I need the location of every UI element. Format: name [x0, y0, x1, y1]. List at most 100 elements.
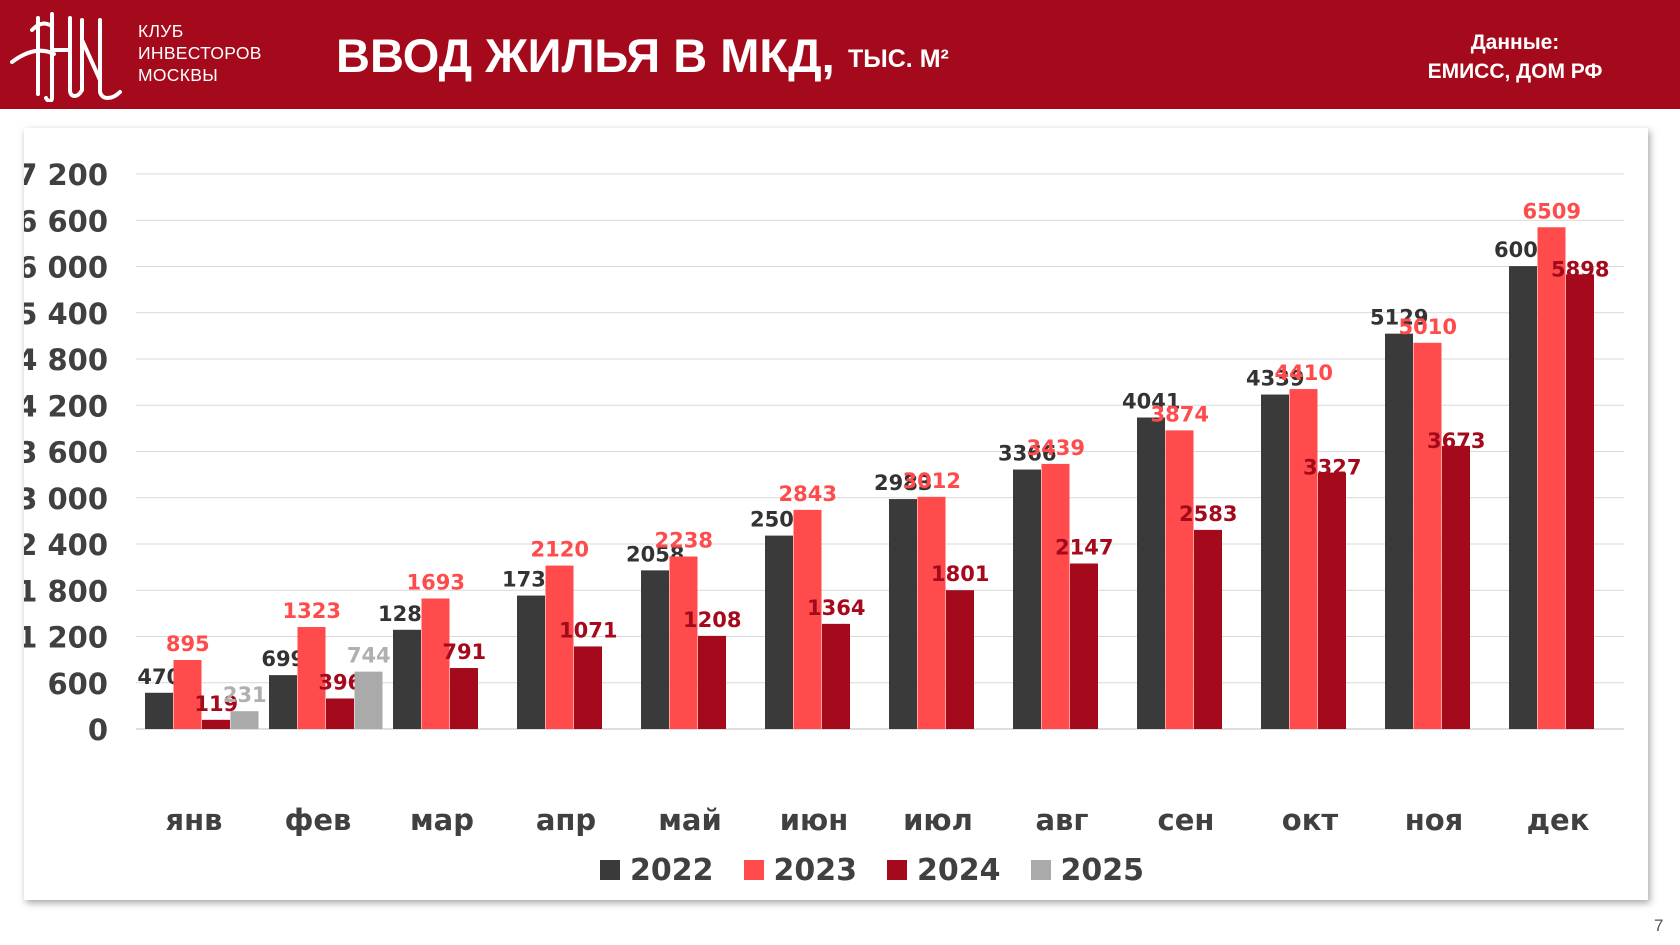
page-number: 7 — [1654, 916, 1664, 935]
bar — [1041, 463, 1070, 729]
club-name-line: МОСКВЫ — [138, 65, 218, 85]
bar — [230, 711, 259, 729]
data-label: 2147 — [1055, 536, 1113, 560]
data-label: 3366 — [998, 442, 1056, 466]
y-tick-label: 1 800 — [24, 574, 108, 608]
club-logo-icon — [10, 12, 122, 102]
legend-swatch — [887, 860, 907, 880]
data-label: 2238 — [655, 528, 713, 552]
bar — [545, 565, 574, 729]
data-label: 3012 — [903, 469, 961, 493]
bar — [669, 556, 698, 729]
bar — [1194, 529, 1222, 729]
y-tick-label: 4 800 — [24, 343, 108, 377]
data-label: 2120 — [531, 538, 589, 562]
bar — [765, 535, 793, 729]
bar — [1385, 333, 1413, 729]
y-tick-label: 600 — [47, 667, 108, 701]
x-tick-label: апр — [536, 803, 596, 837]
bar — [1566, 274, 1594, 729]
x-tick-label: дек — [1527, 803, 1590, 837]
bar — [1165, 430, 1194, 729]
data-label: 4339 — [1246, 367, 1304, 391]
bar — [1013, 469, 1041, 729]
x-tick-label: фев — [285, 803, 352, 837]
legend-swatch — [743, 860, 764, 880]
bar — [421, 598, 450, 729]
data-source: Данные: ЕМИСС, ДОМ РФ — [1400, 28, 1630, 86]
x-tick-label: янв — [165, 803, 222, 837]
bar — [946, 590, 974, 729]
bar — [326, 698, 354, 729]
chart-panel: 0 600 1 200 1 800 2 400 3 000 3 600 4 200 4 800 5… — [24, 128, 1648, 900]
data-label: 1323 — [283, 599, 341, 623]
y-tick-label: 2 400 — [24, 528, 108, 562]
data-label: 2983 — [874, 471, 932, 495]
legend-item-2025: 2025 — [1030, 853, 1144, 888]
data-label: 6509 — [1523, 199, 1581, 223]
x-tick-label: авг — [1035, 803, 1088, 837]
y-tick-label: 7 200 — [24, 158, 108, 192]
bar — [450, 668, 478, 729]
data-label: 3327 — [1303, 456, 1361, 480]
bar — [793, 509, 822, 729]
data-label: 895 — [166, 632, 210, 656]
x-tick-label: сен — [1158, 803, 1215, 837]
legend-swatch — [600, 860, 620, 880]
data-label: 231 — [223, 683, 267, 707]
bar — [1289, 389, 1318, 729]
legend-label: 2024 — [917, 852, 1001, 888]
y-tick-label: 5 400 — [24, 297, 108, 331]
bar — [145, 692, 173, 729]
chart-legend: 2022 2023 2024 2025 — [600, 852, 1144, 888]
data-label: 2843 — [779, 482, 837, 506]
bar — [393, 629, 421, 729]
y-tick-label: 3 600 — [24, 436, 108, 470]
bar — [202, 719, 230, 729]
club-name-line: КЛУБ — [138, 21, 184, 41]
x-tick-label: июн — [780, 803, 849, 837]
data-label: 2583 — [1179, 502, 1237, 526]
legend-item-2023: 2023 — [743, 852, 858, 888]
data-label: 3439 — [1027, 436, 1085, 460]
bar — [1537, 227, 1566, 729]
bar-chart: 0 600 1 200 1 800 2 400 3 000 3 600 4 200 4 800 5… — [24, 158, 1624, 837]
bar — [1318, 472, 1346, 729]
bar — [297, 627, 326, 729]
bar — [517, 595, 545, 729]
page-title: ВВОД ЖИЛЬЯ В МКД, — [336, 29, 835, 82]
data-label: 1071 — [559, 618, 617, 642]
data-label: 1364 — [807, 596, 865, 620]
data-label: 5010 — [1399, 315, 1457, 339]
bar — [698, 635, 726, 729]
y-tick-label: 3 000 — [24, 482, 108, 516]
data-label: 4410 — [1275, 361, 1333, 385]
source-value: ЕМИСС, ДОМ РФ — [1427, 60, 1603, 83]
bar — [1261, 394, 1289, 729]
y-tick-label: 1 200 — [24, 621, 108, 655]
legend-label: 2022 — [630, 852, 714, 888]
y-tick-label: 0 — [88, 713, 108, 747]
legend-swatch — [1030, 860, 1051, 880]
data-label: 1801 — [931, 562, 989, 586]
club-name-line: ИНВЕСТОРОВ — [138, 43, 262, 63]
legend-label: 2023 — [773, 852, 858, 888]
data-label: 1693 — [407, 570, 465, 594]
bar — [269, 675, 297, 729]
x-tick-label: мар — [410, 803, 474, 837]
source-label: Данные: — [1470, 31, 1560, 54]
bar — [1137, 417, 1165, 729]
bar — [917, 496, 946, 729]
bar — [1509, 266, 1537, 729]
header-bar: КЛУБ ИНВЕСТОРОВ МОСКВЫ ВВОД ЖИЛЬЯ В МКД,… — [0, 0, 1680, 109]
data-label: 3874 — [1151, 402, 1209, 426]
legend-item-2022: 2022 — [600, 853, 714, 888]
bar — [574, 646, 602, 729]
x-tick-label: ноя — [1405, 803, 1464, 837]
y-tick-label: 4 200 — [24, 389, 108, 423]
data-label: 3673 — [1427, 429, 1485, 453]
bar — [1442, 445, 1470, 729]
bar — [641, 570, 669, 729]
legend-item-2024: 2024 — [887, 853, 1001, 888]
y-tick-label: 6 600 — [24, 204, 108, 238]
